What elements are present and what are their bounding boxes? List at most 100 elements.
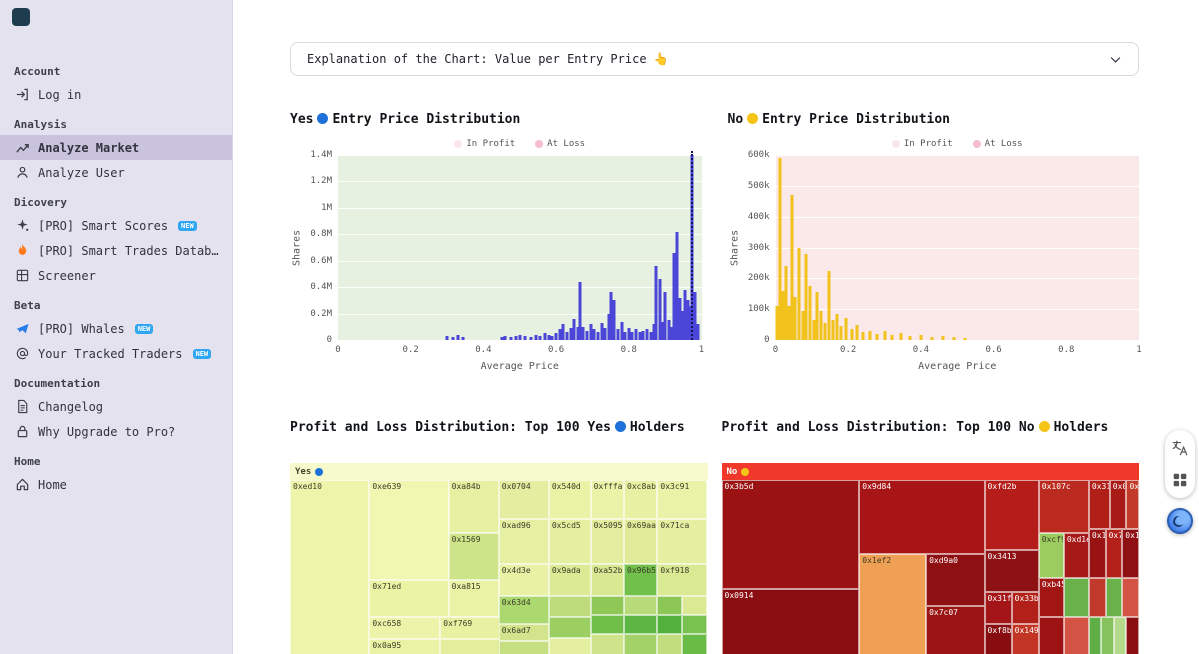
bar[interactable] xyxy=(875,333,879,340)
bar[interactable] xyxy=(518,334,522,340)
treemap-cell-0x71ca[interactable]: 0x71ca xyxy=(657,518,708,564)
bar[interactable] xyxy=(797,247,801,340)
bar[interactable] xyxy=(600,322,604,340)
treemap-cell-0x96b5[interactable]: 0x96b5 xyxy=(624,564,658,596)
bar[interactable] xyxy=(569,328,573,340)
treemap-cell-0xa52b[interactable]: 0xa52b xyxy=(590,564,624,596)
bar[interactable] xyxy=(787,306,791,340)
bar[interactable] xyxy=(793,296,797,340)
treemap-cell-0x3b5d[interactable]: 0x3b5d xyxy=(721,480,860,589)
bar[interactable] xyxy=(514,336,518,340)
bar[interactable] xyxy=(603,328,607,340)
bar[interactable] xyxy=(868,330,872,340)
treemap-cell[interactable] xyxy=(624,614,658,634)
treemap-cell-0xf918[interactable]: 0xf918 xyxy=(657,564,708,596)
bar[interactable] xyxy=(589,324,593,340)
treemap-cell[interactable] xyxy=(590,634,624,654)
treemap-cell-0x31b7[interactable]: 0x31b7 xyxy=(1088,480,1110,529)
sidebar-item-screener[interactable]: Screener xyxy=(0,263,232,288)
treemap-cell[interactable] xyxy=(1063,578,1089,617)
sidebar-item-pro-whales[interactable]: [PRO] Whales NEW xyxy=(0,316,232,341)
treemap-cell[interactable] xyxy=(624,595,658,615)
treemap-cell-0x149b[interactable]: 0x149b xyxy=(1011,623,1039,654)
bar[interactable] xyxy=(620,321,624,340)
bar[interactable] xyxy=(616,329,620,340)
bar[interactable] xyxy=(627,328,631,340)
treemap-cell[interactable] xyxy=(1088,578,1106,617)
treemap-cell-0xf8b5[interactable]: 0xf8b5 xyxy=(984,623,1012,654)
treemap-cell[interactable] xyxy=(1088,616,1102,654)
plot-area[interactable] xyxy=(338,151,702,341)
bar[interactable] xyxy=(578,281,582,340)
treemap-cell-0xad96[interactable]: 0xad96 xyxy=(498,518,549,564)
treemap-cell-0x107c[interactable]: 0x107c xyxy=(1038,480,1089,533)
sidebar-item-why-upgrade-to-pro[interactable]: Why Upgrade to Pro? xyxy=(0,419,232,444)
treemap-cell-0x0914[interactable]: 0x0914 xyxy=(721,588,860,654)
bar[interactable] xyxy=(592,329,596,340)
bar[interactable] xyxy=(554,333,558,340)
treemap-cell-0x1f68[interactable]: 0x1f68 xyxy=(1088,529,1106,578)
treemap-cell-0x1569[interactable]: 0x1569 xyxy=(448,532,499,580)
treemap-root[interactable]: No xyxy=(721,463,1139,480)
sidebar-item-your-tracked-traders[interactable]: Your Tracked Traders NEW xyxy=(0,341,232,366)
treemap-cell-0x63d4[interactable]: 0x63d4 xyxy=(498,595,549,624)
bar[interactable] xyxy=(908,336,912,340)
treemap-cell-0x3c91[interactable]: 0x3c91 xyxy=(657,480,708,519)
treemap-cell-0x0704[interactable]: 0x0704 xyxy=(498,480,549,519)
treemap-cell-0xe639[interactable]: 0xe639 xyxy=(369,480,449,580)
treemap-cell[interactable] xyxy=(440,639,508,654)
grid-icon[interactable] xyxy=(1170,470,1190,490)
bar[interactable] xyxy=(683,289,687,340)
bar[interactable] xyxy=(581,326,585,340)
treemap-cell[interactable] xyxy=(1063,616,1089,654)
bar[interactable] xyxy=(576,326,580,340)
bar[interactable] xyxy=(445,336,449,340)
bar[interactable] xyxy=(844,318,848,340)
treemap-cell[interactable] xyxy=(682,595,708,615)
bar[interactable] xyxy=(775,306,779,340)
bar[interactable] xyxy=(652,324,656,340)
treemap-cell[interactable] xyxy=(1105,578,1123,617)
bar[interactable] xyxy=(835,313,839,340)
bar[interactable] xyxy=(663,292,667,340)
treemap-cell[interactable] xyxy=(498,641,549,654)
bar[interactable] xyxy=(952,337,956,340)
bar[interactable] xyxy=(661,321,665,340)
treemap-root[interactable]: Yes xyxy=(290,463,708,480)
bar[interactable] xyxy=(503,336,507,340)
bar[interactable] xyxy=(558,329,562,340)
bar[interactable] xyxy=(456,334,460,340)
bar[interactable] xyxy=(890,335,894,340)
treemap-cell[interactable] xyxy=(657,614,683,634)
bar[interactable] xyxy=(645,329,649,340)
bar[interactable] xyxy=(534,334,538,340)
treemap-cell[interactable] xyxy=(682,634,708,654)
bar[interactable] xyxy=(667,320,671,340)
treemap-cell-0xc658[interactable]: 0xc658 xyxy=(369,616,441,640)
bar[interactable] xyxy=(630,332,634,340)
bar[interactable] xyxy=(609,292,613,340)
legend-item[interactable]: At Loss xyxy=(535,139,585,149)
bar[interactable] xyxy=(784,266,788,340)
sidebar-item-pro-smart-trades-databa[interactable]: [PRO] Smart Trades Databa… xyxy=(0,238,232,263)
bar[interactable] xyxy=(461,337,465,340)
sidebar-item-changelog[interactable]: Changelog xyxy=(0,394,232,419)
bar[interactable] xyxy=(808,286,812,340)
treemap-cell-0xa84b[interactable]: 0xa84b xyxy=(448,480,499,533)
bar[interactable] xyxy=(585,330,589,340)
sidebar-item-pro-smart-scores[interactable]: [PRO] Smart Scores NEW xyxy=(0,213,232,238)
treemap-cell-0x71ed[interactable]: 0x71ed xyxy=(369,579,449,617)
treemap-cell[interactable] xyxy=(548,595,591,617)
bar[interactable] xyxy=(686,300,690,340)
bar[interactable] xyxy=(963,337,967,340)
legend-item[interactable]: In Profit xyxy=(891,139,953,149)
treemap-cell-0x71e1[interactable]: 0x71e1 xyxy=(1105,529,1123,578)
bar[interactable] xyxy=(681,310,685,340)
treemap-cell[interactable] xyxy=(657,634,683,654)
sidebar-item-home[interactable]: Home xyxy=(0,472,232,497)
bar[interactable] xyxy=(688,305,692,340)
bar[interactable] xyxy=(641,330,645,340)
bar[interactable] xyxy=(596,332,600,340)
bar[interactable] xyxy=(654,266,658,340)
bar[interactable] xyxy=(696,324,700,340)
